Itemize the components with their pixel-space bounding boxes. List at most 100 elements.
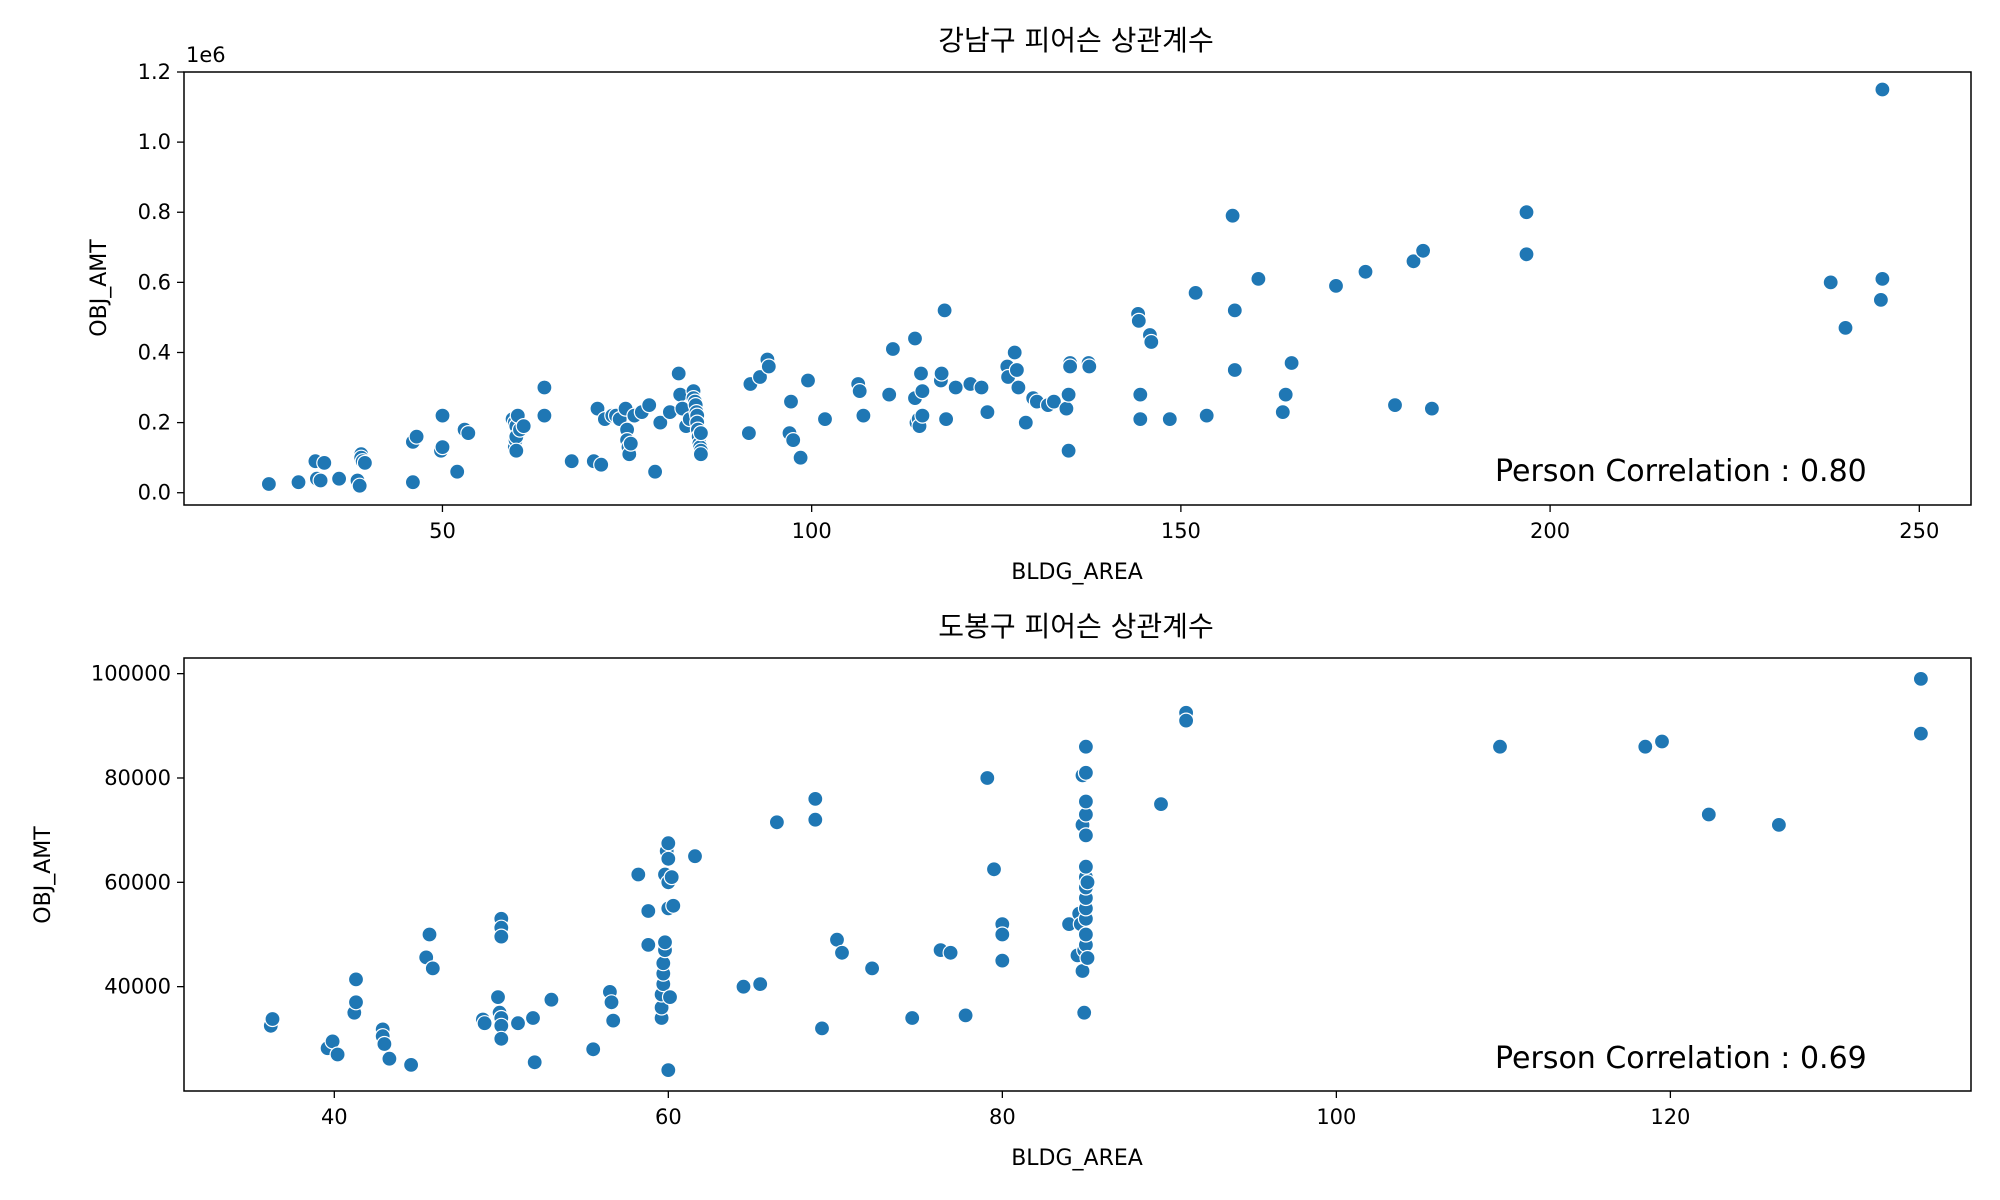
ticks-layer: 40 60 80 100 120 40000 60000 80000 100000 [91,662,1691,1129]
y-tick-label: 0.6 [138,270,171,294]
scatter-point [855,407,872,424]
x-tick-label: 150 [1161,519,1201,543]
scatter-point [1224,207,1241,224]
scatter-point [1327,277,1345,294]
scatter-point [421,926,438,943]
scatter-point [751,368,769,386]
scatter-point [1822,274,1839,291]
scatter-point [1077,764,1095,781]
scatter-point [1060,386,1077,403]
scatter-point [563,453,580,470]
scatter-point [312,472,329,489]
chart-title: 도봉구 피어슨 상관계수 [938,610,1213,643]
y-tick-label: 0.8 [138,200,171,224]
scatter-point [782,393,800,410]
scatter-point [979,404,996,421]
scatter-point [508,442,525,459]
scatter-point [1872,291,1890,308]
scatter-point [906,330,924,347]
scatter-point [768,814,786,831]
scatter-point [1177,712,1195,729]
scatter-point [489,988,507,1006]
scatter-point [1518,204,1535,221]
scatter-point [994,952,1011,969]
scatter-point [656,934,674,951]
scatter-point [833,944,851,961]
y-tick-label: 40000 [104,975,171,999]
y-axis-label: OBJ_AMT [31,826,56,924]
scatter-point [1414,242,1432,259]
scatter-point [605,1012,622,1029]
scatter-point [1423,400,1441,417]
ticks-layer: 50 100 150 200 250 0.0 0.2 0.4 0.6 0.8 1.0 1.2 [138,60,1940,543]
x-tick-label: 50 [429,519,456,543]
scatter-point [660,850,677,867]
scatter-point [1045,393,1063,410]
scatter-point [524,1009,542,1027]
scatter-point [933,365,950,382]
scatter-point [937,411,955,428]
y-tick-label: 0.0 [138,481,171,505]
scatter-point [1143,333,1160,351]
scatter-point [1060,442,1077,459]
scatter-point [381,1050,398,1067]
scatter-point [1770,816,1788,834]
scatter-point [603,994,620,1011]
scatter-point [515,418,532,435]
correlation-annotation: Person Correlation : 0.69 [1495,1041,1867,1076]
axes-frame [183,71,1972,506]
scatter-point [686,848,704,865]
y-tick-label: 60000 [104,870,171,894]
scatter-point [881,386,898,403]
scatter-point [1132,411,1149,428]
chart-dobong: 도봉구 피어슨 상관계수 40 60 80 100 120 40000 60000 80000… [31,610,1972,1171]
scatter-point [536,407,553,424]
scatter-point [670,365,687,382]
scatter-point [1637,738,1654,755]
scatter-point [1130,312,1147,329]
scatter-point [1061,358,1079,375]
scatter-point [1274,404,1291,421]
scatter-point [957,1007,974,1024]
scatter-point [408,428,425,445]
y-tick-label: 0.4 [138,340,171,364]
scatter-point [884,340,902,358]
scatter-point [1198,407,1215,424]
scatter-point [985,861,1003,878]
scatter-point [1912,725,1930,742]
scatter-point [1008,361,1026,379]
x-tick-label: 100 [792,519,832,543]
chart-gangnam: 강남구 피어슨 상관계수 1e6 50 100 150 200 250 0.0 0.2 0.4… [87,24,1972,585]
y-offset-label: 1e6 [186,43,226,67]
scatter-point [936,302,953,319]
x-tick-label: 40 [321,1105,348,1129]
scatter-point [792,449,809,466]
scatter-point [904,1009,921,1027]
scatter-point [947,379,964,396]
scatter-point [1132,386,1149,403]
scatter-point [493,928,510,945]
scatter-point [799,372,817,389]
scatter-point [1277,386,1294,403]
scatter-point [351,477,368,494]
scatter-point [404,474,421,491]
scatter-point [1079,949,1096,967]
scatter-point [264,1010,281,1028]
scatter-point [476,1015,493,1032]
scatter-point [526,1054,543,1071]
x-tick-label: 80 [989,1105,1016,1129]
y-tick-label: 0.2 [138,411,171,435]
scatter-point [434,407,451,424]
scatter-point [1250,270,1267,287]
scatter-point [640,902,657,920]
scatter-point [661,988,679,1006]
scatter-point [585,1041,602,1058]
scatter-point [356,454,373,471]
scatter-point [593,456,610,473]
scatter-point [316,454,333,471]
scatter-point [760,358,777,375]
scatter-point [1077,858,1095,875]
y-tick-label: 1.2 [138,60,171,84]
scatter-point [912,365,930,382]
